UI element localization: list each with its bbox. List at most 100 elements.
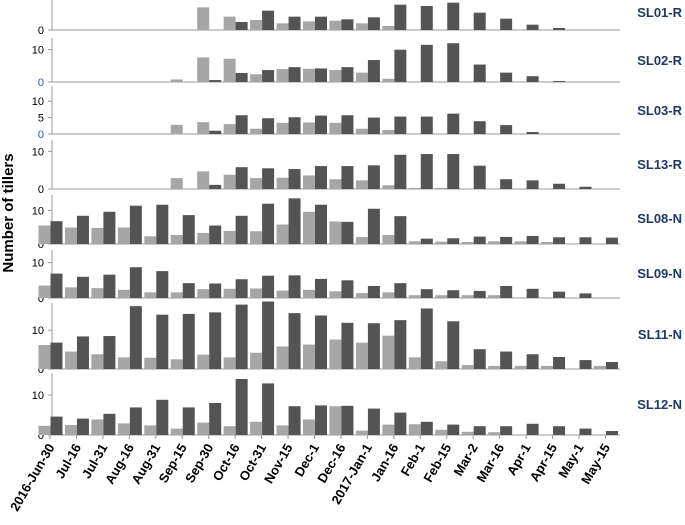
bar-dark [262, 301, 275, 369]
panel-sl12-n: 10 0 SL12-N [32, 373, 682, 442]
bar-dark [447, 321, 460, 369]
bar-dark [262, 275, 275, 298]
bar-dark [473, 121, 486, 134]
bar-light [64, 351, 77, 369]
panel-label: SL03-R [637, 103, 682, 118]
bar-dark [129, 306, 142, 369]
panel-label: SL13-R [637, 157, 682, 172]
bar-light [170, 234, 183, 244]
bar-light [382, 234, 395, 244]
bar-light [276, 290, 289, 298]
bar-dark [367, 408, 380, 435]
bar-dark [209, 184, 222, 189]
bar-light [223, 357, 236, 369]
y-tick-label: 10 [32, 325, 44, 337]
bar-light [144, 292, 157, 298]
bar-dark [50, 273, 63, 298]
bar-dark [420, 6, 433, 30]
bar-dark [526, 132, 539, 134]
bar-dark [553, 237, 566, 244]
y-tick-label: 10 [32, 146, 44, 158]
bar-light [435, 241, 448, 244]
bar-dark [420, 44, 433, 82]
panel-label: SL02-R [637, 53, 682, 68]
bar-dark [209, 403, 222, 435]
bar-light [408, 424, 421, 435]
bar-dark [156, 204, 169, 244]
bar-light [64, 425, 77, 435]
bar-dark [209, 130, 222, 134]
bar-dark [235, 279, 248, 298]
bar-dark [420, 289, 433, 298]
bar-light [329, 291, 342, 298]
bar-dark [315, 16, 327, 30]
bar-dark [553, 28, 566, 30]
panel-sl13-r: 10 0 SL13-R [32, 140, 683, 196]
bar-light [197, 122, 210, 134]
bar-dark [341, 67, 354, 82]
y-tick-label: 0 [38, 184, 44, 196]
bar-light [276, 346, 289, 369]
panel-sl08-n: 10 0 SL08-N [32, 195, 682, 251]
bar-dark [341, 221, 354, 244]
bar-light [223, 58, 236, 82]
bar-light [117, 423, 130, 435]
bar-dark [182, 283, 195, 298]
bar-dark [235, 304, 248, 369]
bar-light [250, 352, 263, 369]
x-tick-label: Jul-16 [52, 441, 84, 481]
bar-dark [394, 320, 407, 369]
bar-dark [526, 288, 539, 298]
bar-light [303, 419, 315, 435]
bar-dark [262, 10, 275, 30]
bar-light [329, 70, 342, 82]
bar-dark [288, 198, 301, 244]
bar-dark [288, 67, 301, 82]
bar-dark [367, 17, 380, 30]
bar-light [435, 295, 448, 298]
bar-light [64, 287, 77, 298]
x-axis-labels: 2016-Jun-30Jul-16Jul-31Aug-16Aug-31Sep-1… [7, 435, 613, 514]
bar-light [488, 241, 501, 244]
bar-light [197, 289, 210, 298]
bar-light [488, 295, 501, 298]
bar-dark [473, 290, 486, 298]
bar-light [276, 122, 289, 134]
bar-dark [315, 166, 327, 189]
bar-light [329, 339, 342, 369]
bar-dark [315, 68, 327, 82]
bar-light [488, 432, 501, 435]
bar-light [250, 288, 263, 298]
bar-dark [315, 204, 327, 244]
bar-dark [288, 16, 301, 30]
bar-dark [473, 349, 486, 369]
bar-dark [341, 322, 354, 369]
bar-light [250, 74, 263, 82]
bar-light [329, 179, 342, 189]
bar-light [250, 128, 263, 134]
bar-dark [447, 424, 460, 435]
bar-light [408, 357, 421, 369]
bar-dark [262, 70, 275, 82]
bar-light [408, 241, 421, 244]
bar-dark [605, 362, 618, 369]
bar-dark [579, 186, 592, 189]
bar-dark [420, 116, 433, 134]
bar-dark [500, 236, 513, 244]
bar-dark [129, 205, 142, 244]
bar-light [303, 122, 315, 134]
bar-light [250, 178, 263, 189]
bar-dark [341, 280, 354, 298]
bar-dark [500, 125, 513, 134]
bar-light [382, 130, 395, 134]
bar-light [144, 236, 157, 244]
bar-dark [526, 354, 539, 369]
bar-light [91, 354, 104, 369]
bar-light [250, 20, 263, 30]
panel-label: SL01-R [637, 5, 682, 20]
bar-dark [526, 24, 539, 30]
bar-dark [235, 22, 248, 30]
bar-dark [500, 179, 513, 189]
bar-dark [182, 407, 195, 435]
